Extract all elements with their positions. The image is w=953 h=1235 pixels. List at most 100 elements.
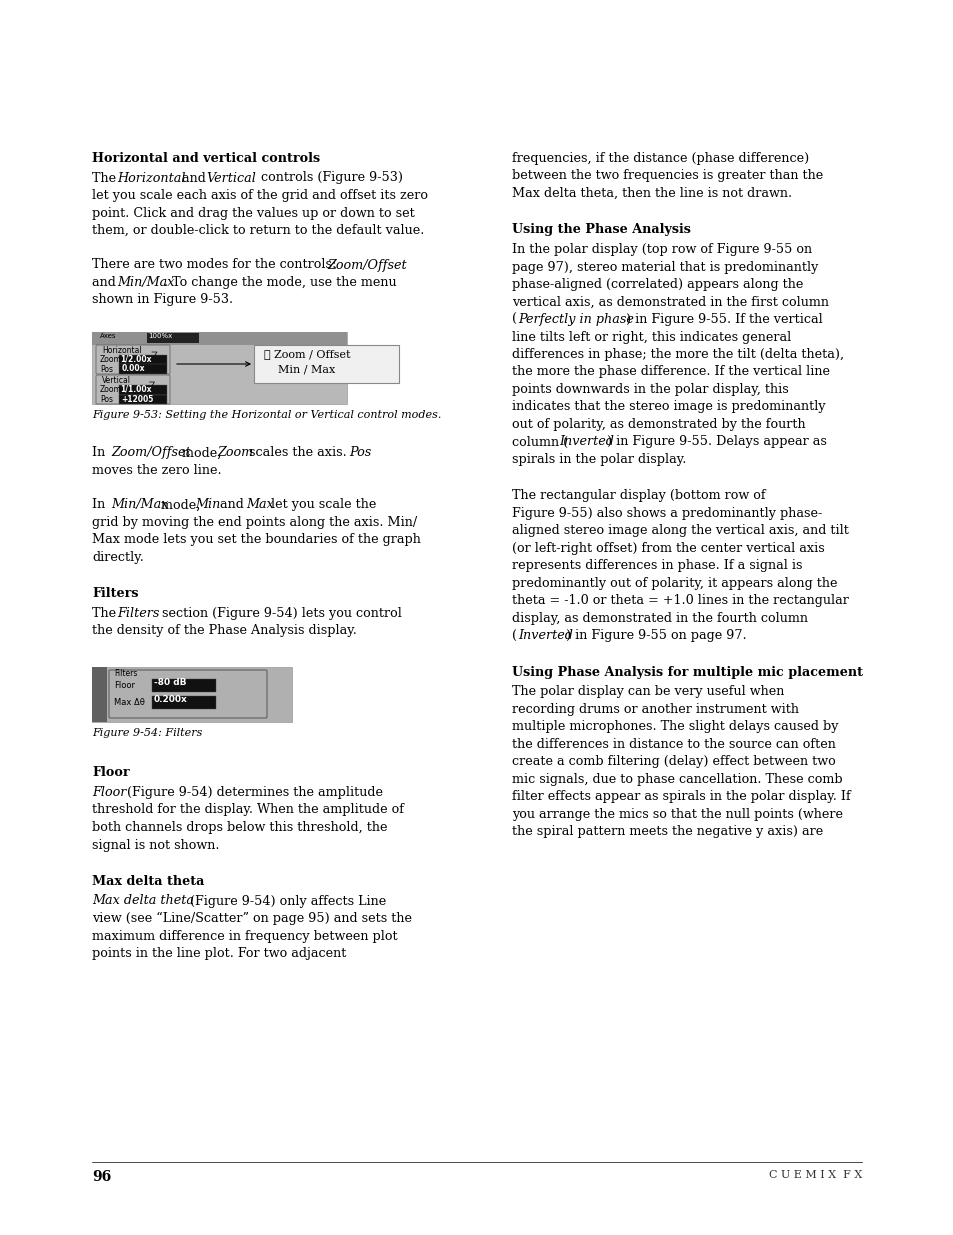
Text: indicates that the stereo image is predominantly: indicates that the stereo image is predo… bbox=[512, 400, 824, 414]
Text: Min / Max: Min / Max bbox=[264, 366, 335, 375]
Text: page 97), stereo material that is predominantly: page 97), stereo material that is predom… bbox=[512, 261, 818, 273]
Bar bbox=[119, 354, 167, 364]
Text: (: ( bbox=[512, 312, 517, 326]
Text: section (Figure 9-54) lets you control: section (Figure 9-54) lets you control bbox=[158, 606, 402, 620]
Text: you arrange the mics so that the null points (where: you arrange the mics so that the null po… bbox=[512, 808, 842, 821]
FancyBboxPatch shape bbox=[96, 345, 170, 374]
Text: the differences in distance to the source can often: the differences in distance to the sourc… bbox=[512, 739, 835, 751]
Text: . To change the mode, use the menu: . To change the mode, use the menu bbox=[163, 275, 395, 289]
Text: Min/Max: Min/Max bbox=[111, 499, 169, 511]
Text: Perfectly in phase: Perfectly in phase bbox=[518, 312, 634, 326]
Text: threshold for the display. When the amplitude of: threshold for the display. When the ampl… bbox=[91, 804, 403, 816]
Text: vertical axis, as demonstrated in the first column: vertical axis, as demonstrated in the fi… bbox=[512, 295, 828, 309]
Text: predominantly out of polarity, it appears along the: predominantly out of polarity, it appear… bbox=[512, 577, 837, 590]
Text: Filters: Filters bbox=[91, 588, 138, 600]
Text: create a comb filtering (delay) effect between two: create a comb filtering (delay) effect b… bbox=[512, 756, 835, 768]
Text: 1/2.00x: 1/2.00x bbox=[120, 354, 152, 363]
Text: shown in Figure 9-53.: shown in Figure 9-53. bbox=[91, 294, 233, 306]
Text: multiple microphones. The slight delays caused by: multiple microphones. The slight delays … bbox=[512, 720, 838, 734]
Bar bbox=[91, 332, 347, 345]
Text: the more the phase difference. If the vertical line: the more the phase difference. If the ve… bbox=[512, 366, 829, 378]
Text: moves the zero line.: moves the zero line. bbox=[91, 464, 221, 477]
Text: Figure 9-53: Setting the Horizontal or Vertical control modes.: Figure 9-53: Setting the Horizontal or V… bbox=[91, 410, 441, 420]
Text: In: In bbox=[91, 447, 110, 459]
Text: +12005: +12005 bbox=[121, 394, 153, 404]
Text: spirals in the polar display.: spirals in the polar display. bbox=[512, 453, 685, 466]
Text: The: The bbox=[91, 172, 120, 184]
Text: The: The bbox=[91, 606, 120, 620]
Text: Horizontal: Horizontal bbox=[102, 346, 141, 354]
Text: filter effects appear as spirals in the polar display. If: filter effects appear as spirals in the … bbox=[512, 790, 850, 804]
Bar bbox=[91, 667, 107, 722]
Text: mode,: mode, bbox=[178, 447, 225, 459]
Text: points downwards in the polar display, this: points downwards in the polar display, t… bbox=[512, 383, 788, 396]
Text: Min/Max: Min/Max bbox=[117, 275, 174, 289]
Text: and: and bbox=[177, 172, 209, 184]
Text: and: and bbox=[215, 499, 247, 511]
Text: frequencies, if the distance (phase difference): frequencies, if the distance (phase diff… bbox=[512, 152, 808, 165]
Text: Vertical: Vertical bbox=[206, 172, 255, 184]
Text: The rectangular display (bottom row of: The rectangular display (bottom row of bbox=[512, 489, 765, 503]
Text: (or left-right offset) from the center vertical axis: (or left-right offset) from the center v… bbox=[512, 542, 824, 555]
Text: Floor: Floor bbox=[91, 767, 130, 779]
Text: recording drums or another instrument with: recording drums or another instrument wi… bbox=[512, 703, 799, 716]
Text: view (see “Line/Scatter” on page 95) and sets the: view (see “Line/Scatter” on page 95) and… bbox=[91, 911, 412, 925]
Text: theta = -1.0 or theta = +1.0 lines in the rectangular: theta = -1.0 or theta = +1.0 lines in th… bbox=[512, 594, 848, 608]
Text: Pos: Pos bbox=[100, 395, 112, 404]
Text: Filters: Filters bbox=[117, 606, 160, 620]
Text: and: and bbox=[91, 275, 120, 289]
Text: Using the Phase Analysis: Using the Phase Analysis bbox=[512, 224, 690, 236]
FancyBboxPatch shape bbox=[109, 671, 267, 718]
Text: Max delta theta: Max delta theta bbox=[91, 894, 193, 908]
Text: Pos: Pos bbox=[100, 366, 112, 374]
Text: Floor: Floor bbox=[113, 680, 135, 690]
Text: display, as demonstrated in the fourth column: display, as demonstrated in the fourth c… bbox=[512, 613, 807, 625]
Text: Max: Max bbox=[246, 499, 274, 511]
Text: Filters: Filters bbox=[113, 669, 137, 678]
Text: Figure 9-54: Filters: Figure 9-54: Filters bbox=[91, 727, 202, 739]
Bar bbox=[119, 364, 167, 374]
Text: Max mode lets you set the boundaries of the graph: Max mode lets you set the boundaries of … bbox=[91, 534, 420, 547]
Text: directly.: directly. bbox=[91, 551, 144, 564]
Text: Min: Min bbox=[194, 499, 220, 511]
Bar bbox=[119, 384, 167, 394]
Text: (Figure 9-54) only affects Line: (Figure 9-54) only affects Line bbox=[186, 894, 386, 908]
Text: ) in Figure 9-55. Delays appear as: ) in Figure 9-55. Delays appear as bbox=[606, 436, 826, 448]
Text: 0.200x: 0.200x bbox=[153, 695, 187, 704]
Text: In: In bbox=[91, 499, 110, 511]
Text: The polar display can be very useful when: The polar display can be very useful whe… bbox=[512, 685, 783, 699]
Text: Max Δθ: Max Δθ bbox=[113, 698, 145, 706]
Text: 96: 96 bbox=[91, 1170, 112, 1184]
Text: Inverted: Inverted bbox=[518, 630, 573, 642]
FancyBboxPatch shape bbox=[96, 375, 170, 404]
Text: Using Phase Analysis for multiple mic placement: Using Phase Analysis for multiple mic pl… bbox=[512, 666, 862, 679]
Text: Vertical: Vertical bbox=[102, 375, 131, 385]
Text: Max delta theta: Max delta theta bbox=[91, 876, 204, 888]
Text: 1/1.00x: 1/1.00x bbox=[120, 384, 152, 394]
Text: aligned stereo image along the vertical axis, and tilt: aligned stereo image along the vertical … bbox=[512, 525, 848, 537]
Text: the density of the Phase Analysis display.: the density of the Phase Analysis displa… bbox=[91, 625, 356, 637]
Text: Max delta theta, then the line is not drawn.: Max delta theta, then the line is not dr… bbox=[512, 186, 791, 200]
Text: ) in Figure 9-55. If the vertical: ) in Figure 9-55. If the vertical bbox=[625, 312, 821, 326]
Text: between the two frequencies is greater than the: between the two frequencies is greater t… bbox=[512, 169, 822, 183]
Text: them, or double-click to return to the default value.: them, or double-click to return to the d… bbox=[91, 224, 424, 237]
Text: column (: column ( bbox=[512, 436, 568, 448]
Text: grid by moving the end points along the axis. Min/: grid by moving the end points along the … bbox=[91, 516, 416, 529]
Text: There are two modes for the controls:: There are two modes for the controls: bbox=[91, 258, 340, 272]
Text: Zoom: Zoom bbox=[100, 385, 122, 394]
Text: 0.00x: 0.00x bbox=[121, 364, 145, 373]
Text: Zoom/Offset: Zoom/Offset bbox=[327, 258, 406, 272]
Text: points in the line plot. For two adjacent: points in the line plot. For two adjacen… bbox=[91, 947, 346, 960]
Text: point. Click and drag the values up or down to set: point. Click and drag the values up or d… bbox=[91, 206, 415, 220]
Text: C U E M I X  F X: C U E M I X F X bbox=[768, 1170, 862, 1179]
Text: scales the axis.: scales the axis. bbox=[245, 447, 351, 459]
Bar bbox=[91, 667, 292, 722]
Text: represents differences in phase. If a signal is: represents differences in phase. If a si… bbox=[512, 559, 801, 573]
Bar bbox=[147, 333, 199, 343]
Text: line tilts left or right, this indicates general: line tilts left or right, this indicates… bbox=[512, 331, 790, 343]
Text: -80 dB: -80 dB bbox=[153, 678, 186, 688]
Text: phase-aligned (correlated) appears along the: phase-aligned (correlated) appears along… bbox=[512, 278, 802, 291]
Text: Pos: Pos bbox=[349, 447, 371, 459]
Text: both channels drops below this threshold, the: both channels drops below this threshold… bbox=[91, 821, 387, 834]
Text: mode,: mode, bbox=[157, 499, 204, 511]
